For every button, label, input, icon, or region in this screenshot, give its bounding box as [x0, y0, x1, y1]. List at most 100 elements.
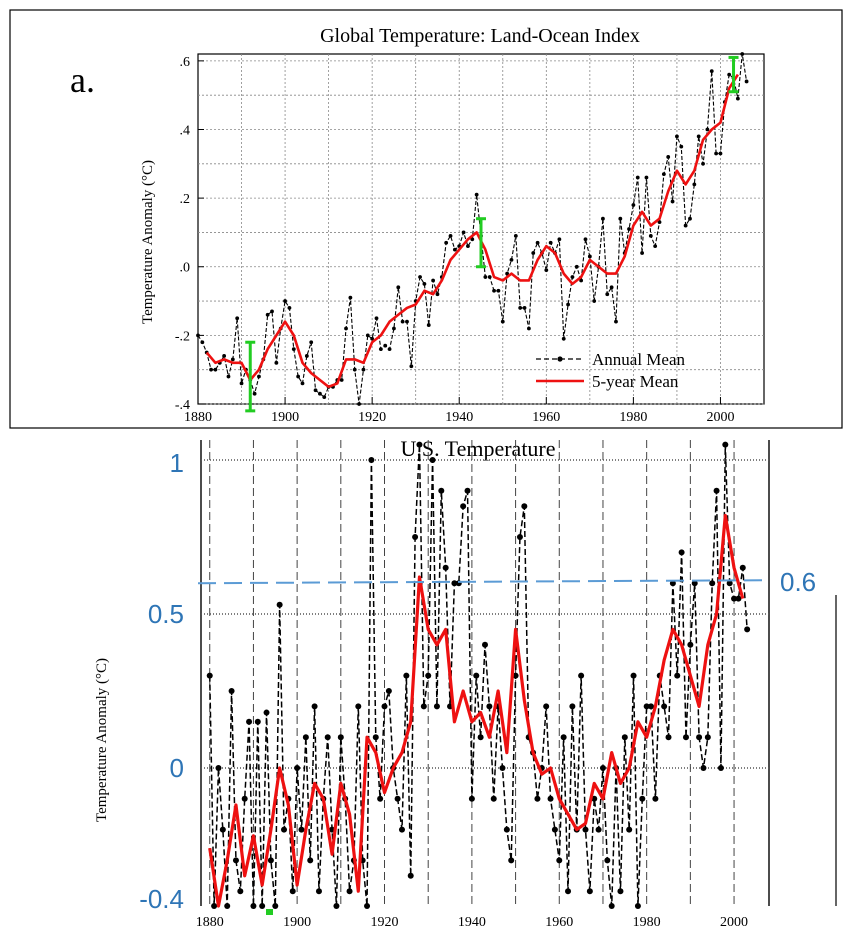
global-y-tick-label: .6 [180, 55, 191, 70]
global-annual-point [287, 306, 292, 310]
global-annual-point [270, 309, 274, 314]
us-x-tick-label: 1920 [371, 915, 399, 930]
global-five-year-series [205, 73, 739, 389]
us-y-axis-label: Temperature Anomaly (°C) [94, 658, 110, 822]
us-annual-point [578, 672, 585, 679]
global-annual-point [592, 299, 597, 303]
us-annual-point [512, 672, 519, 679]
us-annual-point [460, 503, 467, 510]
global-annual-point [718, 151, 723, 156]
us-reference-line [197, 579, 769, 585]
us-annual-point [626, 826, 633, 833]
global-annual-point [574, 264, 579, 269]
us-annual-point [215, 765, 222, 771]
us-y-tick-label: 0 [170, 753, 184, 783]
us-annual-point [477, 734, 484, 741]
global-annual-point [531, 251, 536, 255]
global-annual-point [383, 343, 388, 348]
us-annual-point [368, 457, 375, 463]
global-annual-point [661, 172, 666, 176]
global-annual-point [291, 347, 296, 351]
us-annual-point [307, 857, 314, 864]
global-five-year-line [205, 73, 739, 389]
global-annual-point [666, 155, 671, 159]
global-annual-point [422, 282, 427, 286]
us-annual-point [691, 580, 698, 587]
global-annual-point [688, 216, 692, 221]
us-annual-point [211, 903, 218, 909]
us-annual-point [298, 826, 305, 833]
us-annual-point [661, 703, 668, 710]
global-annual-point [300, 381, 305, 386]
global-annual-point [605, 292, 610, 297]
us-annual-point [682, 734, 689, 741]
us-annual-point [630, 672, 637, 679]
us-annual-point [250, 903, 257, 909]
us-annual-point [556, 857, 563, 864]
us-x-tick-label: 2000 [720, 915, 748, 930]
us-annual-point [333, 903, 340, 909]
global-annual-point [709, 69, 714, 74]
global-annual-point [487, 275, 492, 279]
global-annual-point [705, 127, 710, 132]
global-annual-point [640, 251, 644, 255]
us-reference-label: 0.6 [780, 567, 816, 597]
us-x-tick-label: 1940 [458, 915, 486, 930]
global-annual-point [579, 278, 584, 283]
us-annual-point [565, 888, 572, 895]
us-annual-point [206, 672, 213, 679]
global-annual-point [431, 278, 436, 283]
global-annual-point [483, 275, 488, 279]
global-annual-point [496, 288, 501, 293]
global-legend: Annual Mean 5-year Mean [536, 350, 686, 391]
global-y-tick-label: .2 [180, 192, 191, 207]
us-y-ticks: -0.4 0 0.5 1 [139, 448, 184, 914]
us-annual-point [385, 688, 392, 694]
us-annual-point [237, 888, 244, 895]
global-annual-point [627, 227, 631, 231]
us-annual-point [451, 580, 458, 587]
us-annual-point [364, 903, 371, 909]
global-annual-point [339, 378, 344, 382]
global-y-tick-label: .0 [180, 261, 191, 276]
global-annual-point [374, 316, 379, 321]
global-annual-point [509, 257, 514, 262]
global-panel-frame [9, 9, 843, 429]
us-annual-point [403, 672, 410, 679]
us-x-tick-label: 1900 [283, 915, 311, 930]
global-y-ticks: -.4 -.2 .0 .2 .4 .6 [175, 55, 204, 413]
legend-annual-marker [557, 356, 563, 362]
global-annual-point [727, 72, 732, 77]
global-annual-point [701, 161, 705, 166]
global-annual-point [452, 247, 457, 252]
global-annual-point [535, 240, 540, 245]
global-annual-point [405, 319, 409, 324]
global-annual-point [213, 367, 218, 372]
global-annual-point [200, 340, 205, 345]
us-annual-point [302, 734, 309, 741]
global-plot-area [197, 53, 765, 405]
global-annual-point [378, 347, 383, 351]
us-annual-point [324, 734, 331, 741]
us-annual-point [267, 857, 274, 864]
global-annual-point [387, 347, 392, 351]
us-annual-point [219, 826, 226, 833]
global-annual-point [683, 223, 688, 228]
global-annual-point [418, 275, 422, 279]
global-annual-point [322, 395, 327, 400]
global-annual-point [657, 220, 662, 225]
global-annual-point [296, 374, 301, 379]
global-annual-point [679, 144, 684, 149]
global-annual-point [526, 326, 531, 331]
us-y-tick-label: 1 [170, 448, 184, 478]
global-annual-point [344, 326, 348, 331]
global-annual-point [196, 333, 200, 338]
us-annual-point [337, 734, 344, 741]
global-x-tick-label: 1960 [532, 410, 560, 425]
us-x-ticks: 1880 1900 1920 1940 1960 1980 2000 [196, 915, 748, 930]
panel-label: a. [70, 60, 95, 100]
us-annual-point [731, 595, 738, 602]
us-annual-point [442, 564, 449, 571]
us-annual-point [276, 601, 283, 608]
